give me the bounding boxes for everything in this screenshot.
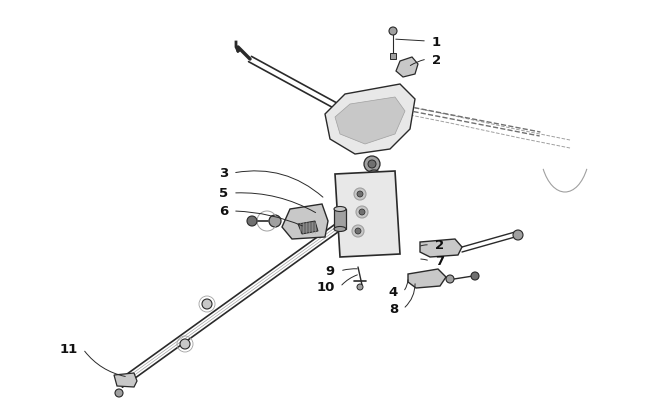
Circle shape: [370, 175, 378, 183]
Circle shape: [269, 215, 281, 228]
Ellipse shape: [334, 227, 346, 232]
Text: 2: 2: [432, 53, 441, 66]
Circle shape: [389, 28, 397, 36]
Circle shape: [359, 209, 365, 215]
Text: 2: 2: [435, 239, 444, 252]
Text: 8: 8: [389, 303, 398, 316]
Polygon shape: [334, 209, 346, 230]
Circle shape: [357, 284, 363, 290]
Text: 1: 1: [432, 35, 441, 48]
Circle shape: [368, 161, 376, 168]
Text: 4: 4: [389, 286, 398, 299]
Circle shape: [364, 157, 380, 173]
Circle shape: [115, 389, 123, 397]
Polygon shape: [114, 373, 137, 387]
Text: 7: 7: [435, 255, 444, 268]
Circle shape: [446, 275, 454, 284]
Circle shape: [202, 299, 212, 309]
Polygon shape: [420, 239, 462, 257]
Circle shape: [356, 207, 368, 218]
Text: 11: 11: [60, 343, 78, 356]
Circle shape: [471, 272, 479, 280]
Circle shape: [354, 189, 366, 200]
Polygon shape: [396, 58, 418, 78]
Text: 6: 6: [219, 205, 228, 218]
Circle shape: [180, 339, 190, 349]
Ellipse shape: [334, 207, 346, 212]
Polygon shape: [298, 222, 318, 234]
Polygon shape: [335, 98, 405, 145]
Text: 5: 5: [219, 187, 228, 200]
Text: 9: 9: [326, 265, 335, 278]
Polygon shape: [335, 172, 400, 257]
Polygon shape: [325, 85, 415, 155]
Circle shape: [366, 171, 382, 187]
Circle shape: [357, 192, 363, 198]
Polygon shape: [390, 54, 396, 60]
Text: 10: 10: [317, 281, 335, 294]
Circle shape: [352, 226, 364, 237]
Polygon shape: [282, 205, 328, 239]
Circle shape: [247, 216, 257, 226]
Circle shape: [355, 228, 361, 234]
Text: 3: 3: [219, 167, 228, 180]
Polygon shape: [408, 269, 446, 288]
Circle shape: [513, 230, 523, 241]
